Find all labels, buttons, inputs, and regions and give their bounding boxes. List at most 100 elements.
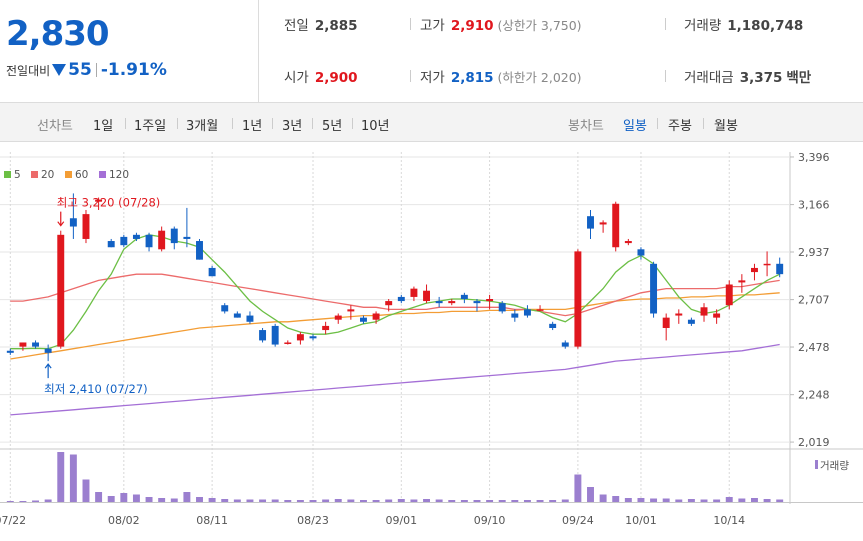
period-tabs: 선차트 1일 1주일 3개월 1년 3년 5년 10년 봉차트 일봉 주봉 월봉 — [0, 103, 863, 142]
candle-body — [233, 313, 241, 318]
tab-weekly[interactable]: 주봉 — [668, 119, 692, 134]
x-tick-label: 08/02 — [108, 514, 140, 527]
volume-bar — [246, 499, 254, 502]
candle-body — [170, 228, 178, 244]
volume-bar — [385, 499, 393, 502]
divider — [95, 63, 97, 77]
prev-close: 전일 2,885 — [284, 18, 358, 34]
candle-body — [44, 348, 52, 353]
divider — [657, 118, 658, 129]
candle-body — [32, 342, 40, 347]
volume-bar — [334, 499, 342, 502]
candle-body — [725, 284, 733, 306]
candle-body — [359, 317, 367, 322]
candle-body — [322, 325, 330, 331]
volume-bar — [624, 498, 632, 502]
candle-body — [410, 288, 418, 297]
tab-5y[interactable]: 5년 — [322, 119, 343, 134]
high-price: 고가 2,910 (상한가 3,750) — [420, 18, 582, 34]
volume-bar — [410, 499, 418, 502]
lower-limit: (하한가 2,020) — [497, 70, 582, 85]
volume-bar — [359, 500, 367, 502]
volume-bar — [473, 500, 481, 502]
volume-bar — [511, 500, 519, 502]
volume-bar — [675, 499, 683, 502]
candle-body — [385, 301, 393, 306]
y-tick-label: 2,707 — [798, 294, 830, 307]
volume-bar — [574, 474, 582, 502]
tab-10y[interactable]: 10년 — [361, 119, 390, 134]
volume-bar — [536, 500, 544, 502]
candle-body — [284, 342, 292, 344]
x-tick-label: 09/24 — [562, 514, 594, 527]
candle-body — [423, 290, 431, 302]
volume-bar — [271, 499, 279, 502]
tab-3m[interactable]: 3개월 — [186, 119, 219, 134]
volume-bar — [448, 500, 456, 502]
open-price: 시가 2,900 — [284, 70, 358, 86]
candle-body — [587, 216, 594, 229]
tab-1d[interactable]: 1일 — [93, 119, 114, 134]
legend-swatch — [99, 171, 106, 178]
price-box: 2,830 전일대비 55 -1.91% — [0, 0, 259, 102]
volume-bar — [208, 498, 216, 502]
volume-bar — [120, 493, 128, 502]
candle-body — [221, 305, 229, 312]
tab-1y[interactable]: 1년 — [242, 119, 263, 134]
x-tick-label: 10/14 — [713, 514, 745, 527]
candle-body — [145, 234, 153, 248]
divider — [410, 18, 411, 30]
legend-label: 120 — [109, 169, 129, 181]
volume-bar — [725, 497, 733, 502]
candle-body — [498, 303, 506, 312]
volume-bar — [397, 499, 405, 502]
candle-body — [536, 309, 544, 311]
candle-body — [347, 309, 355, 312]
volume-bar — [460, 500, 468, 502]
amount-value: 3,375 — [739, 70, 783, 86]
y-tick-label: 3,166 — [798, 199, 830, 212]
prev-close-value: 2,885 — [314, 18, 358, 34]
volume-bar — [170, 498, 178, 502]
change-percent: -1.91% — [100, 60, 167, 80]
volume: 거래량 1,180,748 — [684, 18, 804, 34]
high-arrow-icon — [57, 211, 65, 227]
divider — [125, 118, 126, 129]
volume-bar — [763, 499, 771, 502]
x-tick-label: 09/10 — [474, 514, 506, 527]
volume-bar — [32, 500, 40, 502]
open-value: 2,900 — [314, 70, 358, 86]
volume-bar — [612, 496, 620, 502]
candle-body — [435, 301, 443, 304]
tab-1w[interactable]: 1주일 — [134, 119, 167, 134]
tab-daily[interactable]: 일봉 — [623, 119, 647, 134]
volume-bar — [687, 499, 695, 502]
divider — [352, 118, 353, 129]
volume-bar — [196, 497, 203, 502]
candle-body — [372, 313, 380, 320]
tab-3y[interactable]: 3년 — [282, 119, 303, 134]
low-annotation: 최저 2,410 (07/27) — [44, 382, 148, 396]
x-tick-label: 08/23 — [297, 514, 329, 527]
candle-body — [19, 342, 27, 347]
divider — [312, 118, 313, 129]
change-value: 55 — [68, 60, 92, 80]
candle-body — [486, 299, 494, 302]
current-price: 2,830 — [6, 14, 110, 54]
candle-body — [776, 263, 784, 275]
candle-body — [574, 251, 582, 347]
candle-body — [763, 263, 771, 266]
candle-chart-label: 봉차트 — [568, 119, 604, 134]
volume-bar — [95, 492, 103, 502]
candle-body — [700, 307, 708, 316]
candle-body — [549, 323, 557, 328]
divider — [665, 18, 666, 30]
candle-body — [561, 342, 569, 347]
x-tick-label: 07/22 — [0, 514, 26, 527]
candle-body — [334, 315, 342, 320]
tab-monthly[interactable]: 월봉 — [714, 119, 738, 134]
quote-header: 2,830 전일대비 55 -1.91% 전일 2,885 고가 2,910 (상한가 3… — [0, 0, 863, 103]
candle-body — [69, 218, 77, 227]
volume-bar — [498, 500, 506, 502]
